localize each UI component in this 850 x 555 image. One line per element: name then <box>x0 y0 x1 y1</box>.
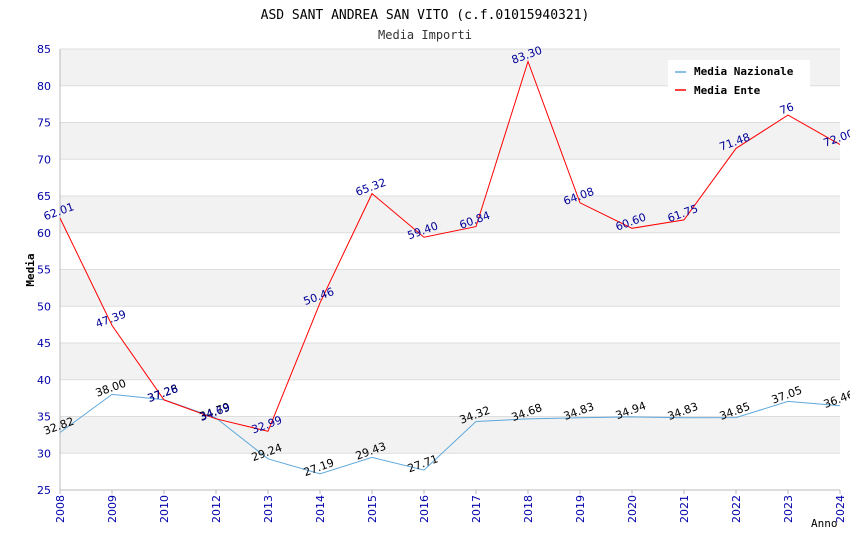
x-tick-label: 2009 <box>106 495 119 523</box>
x-tick-label: 2014 <box>314 495 327 523</box>
y-axis-label: Media <box>24 253 37 286</box>
chart-subtitle: Media Importi <box>378 28 472 42</box>
legend: Media Nazionale Media Ente <box>668 60 810 100</box>
y-tick-label: 25 <box>37 484 51 497</box>
legend-box <box>668 60 810 100</box>
y-tick-label: 35 <box>37 411 51 424</box>
x-tick-label: 2016 <box>418 495 431 523</box>
y-tick-label: 40 <box>37 374 51 387</box>
y-tick-label: 50 <box>37 300 51 313</box>
grid-band <box>60 122 840 160</box>
y-tick-label: 30 <box>37 447 51 460</box>
x-tick-label: 2020 <box>626 495 639 523</box>
grid-band <box>60 196 840 233</box>
x-tick-label: 2023 <box>782 495 795 523</box>
series-lines <box>59 59 841 475</box>
data-label-nazionale: 37.05 <box>770 384 804 407</box>
x-tick-label: 2013 <box>262 495 275 523</box>
x-axis-label: Anno <box>811 517 838 530</box>
x-tick-label: 2010 <box>158 495 171 523</box>
y-tick-label: 55 <box>37 264 51 277</box>
y-tick-label: 80 <box>37 80 51 93</box>
y-tick-label: 60 <box>37 227 51 240</box>
x-tick-label: 2012 <box>210 495 223 523</box>
legend-label-nazionale: Media Nazionale <box>694 65 794 78</box>
x-tick-label: 2019 <box>574 495 587 523</box>
series-line-media-ente <box>59 59 841 432</box>
y-tick-label: 75 <box>37 117 51 130</box>
grid-band <box>60 269 840 307</box>
grid-band <box>60 343 840 380</box>
data-label-nazionale: 27.71 <box>406 452 440 475</box>
chart-title: ASD SANT ANDREA SAN VITO (c.f.0101594032… <box>261 8 590 23</box>
x-tick-label: 2021 <box>678 495 691 523</box>
data-label-ente: 76 <box>778 100 796 117</box>
axes <box>59 49 841 494</box>
x-tick-label: 2018 <box>522 495 535 523</box>
x-tick-label: 2008 <box>54 495 67 523</box>
y-tick-label: 65 <box>37 190 51 203</box>
y-tick-labels: 25 30 35 40 45 50 55 60 65 70 75 80 85 <box>37 43 51 497</box>
data-label-ente: 47.39 <box>94 308 128 331</box>
x-tick-label: 2024 <box>834 495 847 523</box>
x-tick-labels: 2008 2009 2010 2012 2013 2014 2015 2016 2017 2018… <box>54 495 847 523</box>
grid-band <box>60 416 840 454</box>
y-tick-label: 70 <box>37 153 51 166</box>
y-tick-label: 45 <box>37 337 51 350</box>
x-tick-label: 2022 <box>730 495 743 523</box>
x-tick-label: 2017 <box>470 495 483 523</box>
legend-label-ente: Media Ente <box>694 84 761 97</box>
data-label-nazionale: 36.46 <box>822 388 850 411</box>
y-tick-label: 85 <box>37 43 51 56</box>
x-tick-label: 2015 <box>366 495 379 523</box>
data-label-nazionale: 27.19 <box>302 456 336 479</box>
